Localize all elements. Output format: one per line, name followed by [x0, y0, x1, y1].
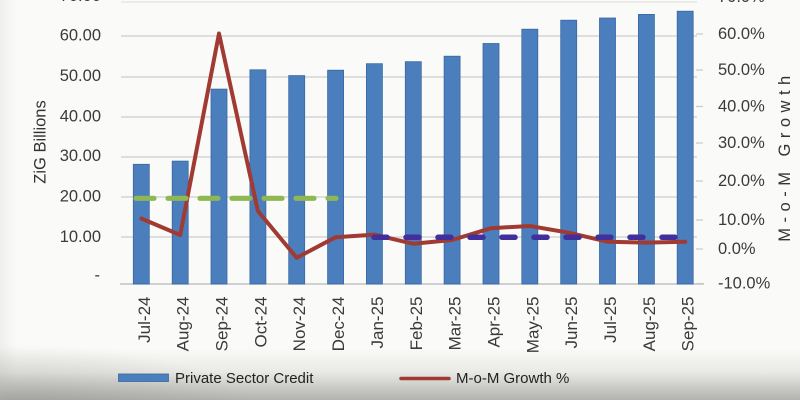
svg-text:10.0%: 10.0% [718, 211, 765, 229]
svg-text:30.0%: 30.0% [718, 134, 765, 152]
svg-text:Dec-24: Dec-24 [329, 297, 348, 352]
svg-text:60.0%: 60.0% [718, 25, 765, 43]
svg-text:Oct-24: Oct-24 [251, 297, 270, 348]
svg-text:50.00: 50.00 [60, 67, 101, 85]
svg-text:50.0%: 50.0% [718, 61, 765, 79]
svg-text:-: - [95, 267, 101, 285]
svg-text:70.0%: 70.0% [718, 0, 765, 6]
svg-text:Aug-25: Aug-25 [640, 297, 659, 352]
svg-text:70.00: 70.00 [60, 0, 101, 5]
svg-text:0.0%: 0.0% [718, 240, 756, 258]
svg-text:M-o-M Growth %: M-o-M Growth % [456, 370, 569, 387]
svg-text:Private Sector Credit: Private Sector Credit [175, 370, 314, 387]
svg-text:Sep-24: Sep-24 [213, 297, 232, 352]
svg-text:40.00: 40.00 [60, 108, 101, 126]
svg-text:Feb-25: Feb-25 [407, 297, 426, 351]
svg-text:20.00: 20.00 [60, 188, 101, 206]
svg-text:Apr-25: Apr-25 [485, 297, 504, 348]
svg-text:Jul-25: Jul-25 [601, 297, 620, 343]
svg-text:Mar-25: Mar-25 [446, 297, 465, 351]
svg-text:Nov-24: Nov-24 [290, 297, 309, 352]
svg-text:10.00: 10.00 [60, 228, 101, 246]
svg-text:Jul-24: Jul-24 [135, 297, 154, 343]
svg-text:Jan-25: Jan-25 [368, 297, 387, 349]
svg-text:20.0%: 20.0% [718, 172, 765, 190]
svg-text:Sep-25: Sep-25 [679, 297, 698, 352]
svg-text:Aug-24: Aug-24 [174, 297, 193, 352]
svg-text:M-o-M Growth: M-o-M Growth [776, 70, 794, 241]
svg-text:40.0%: 40.0% [718, 98, 765, 116]
svg-text:60.00: 60.00 [60, 27, 101, 45]
svg-text:30.00: 30.00 [60, 147, 101, 165]
svg-text:Jun-25: Jun-25 [562, 297, 581, 349]
svg-text:-10.0%: -10.0% [718, 275, 771, 293]
svg-text:May-25: May-25 [523, 297, 542, 354]
svg-text:ZiG Billions: ZiG Billions [32, 100, 50, 183]
